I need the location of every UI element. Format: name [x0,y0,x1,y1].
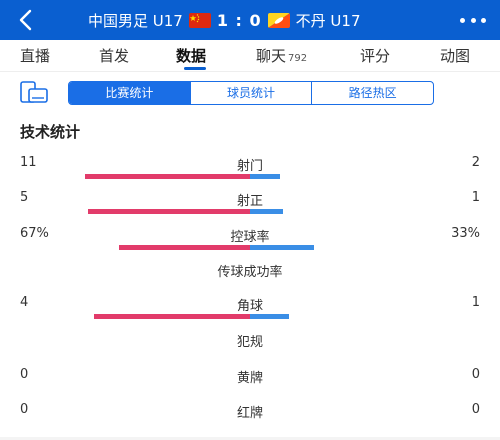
match-header: 中国男足 U17 1 : 0 不丹 U17 [88,0,361,40]
stat-away-value: 0 [471,367,480,382]
stat-name: 射门 [236,159,263,174]
away-stat-bar [250,209,283,214]
tab-lineup[interactable]: 首发 [99,47,130,65]
stats-segment-control: 比赛统计 球员统计 路径热区 [68,81,434,105]
home-stat-bar [85,174,250,179]
tab-data[interactable]: 数据 [176,47,207,65]
tab-gifs[interactable]: 动图 [440,47,471,65]
stat-home-value: 11 [20,155,37,170]
away-stat-bar [250,245,314,250]
section-title: 技术统计 [20,123,81,141]
home-stat-bar [119,245,250,250]
stat-home-value: 4 [20,295,29,310]
stat-row: 0 红牌 0 [0,402,500,424]
stat-name: 传球成功率 [217,265,283,280]
stat-name: 角球 [236,299,263,314]
stat-away-value: 33% [451,226,480,241]
tab-live[interactable]: 直播 [20,47,51,65]
stat-home-value: 0 [20,367,29,382]
stat-row: 0 黄牌 0 [0,367,500,389]
active-tab-indicator [184,67,206,70]
stat-row: 犯规 [0,331,500,353]
stat-row: 67% 控球率 33% [0,226,500,250]
tab-chat[interactable]: 聊天 792 [256,47,308,65]
segment-player-stats[interactable]: 球员统计 [189,82,312,104]
bhutan-flag-icon [267,12,290,28]
stat-home-value: 5 [20,190,29,205]
home-stat-bar [94,314,250,319]
chevron-left-icon[interactable] [16,9,36,31]
away-team-name: 不丹 U17 [295,11,361,30]
stat-row: 5 射正 1 [0,190,500,214]
home-stat-bar [88,209,250,214]
segment-match-stats[interactable]: 比赛统计 [69,82,190,104]
stat-row: 传球成功率 [0,261,500,283]
away-stat-bar [250,174,280,179]
stat-home-value: 67% [20,226,49,241]
tab-bar: 直播 首发 数据 聊天 792 评分 动图 [0,40,500,72]
screen-switch-icon[interactable] [20,81,48,103]
stat-row: 11 射门 2 [0,155,500,179]
stat-row: 4 角球 1 [0,295,500,319]
stat-name: 控球率 [230,230,270,245]
stat-home-value: 0 [20,402,29,417]
top-bar: 中国男足 U17 1 : 0 不丹 U17 [0,0,500,40]
stat-away-value: 1 [471,295,480,310]
home-team-name: 中国男足 U17 [88,11,183,30]
stat-away-value: 1 [471,190,480,205]
stat-away-value: 2 [471,155,480,170]
bottom-divider [0,437,500,440]
stat-name: 红牌 [236,406,263,421]
segment-heatmap[interactable]: 路径热区 [311,82,433,104]
stat-away-value: 0 [471,402,480,417]
stat-name: 射正 [236,194,263,209]
chat-count: 792 [288,53,308,64]
tab-rating[interactable]: 评分 [360,47,391,65]
china-flag-icon [188,12,211,28]
away-stat-bar [250,314,289,319]
stat-name: 黄牌 [236,371,263,386]
more-dots-icon[interactable] [460,10,486,30]
match-score: 1 : 0 [216,10,262,30]
stat-name: 犯规 [236,335,263,350]
